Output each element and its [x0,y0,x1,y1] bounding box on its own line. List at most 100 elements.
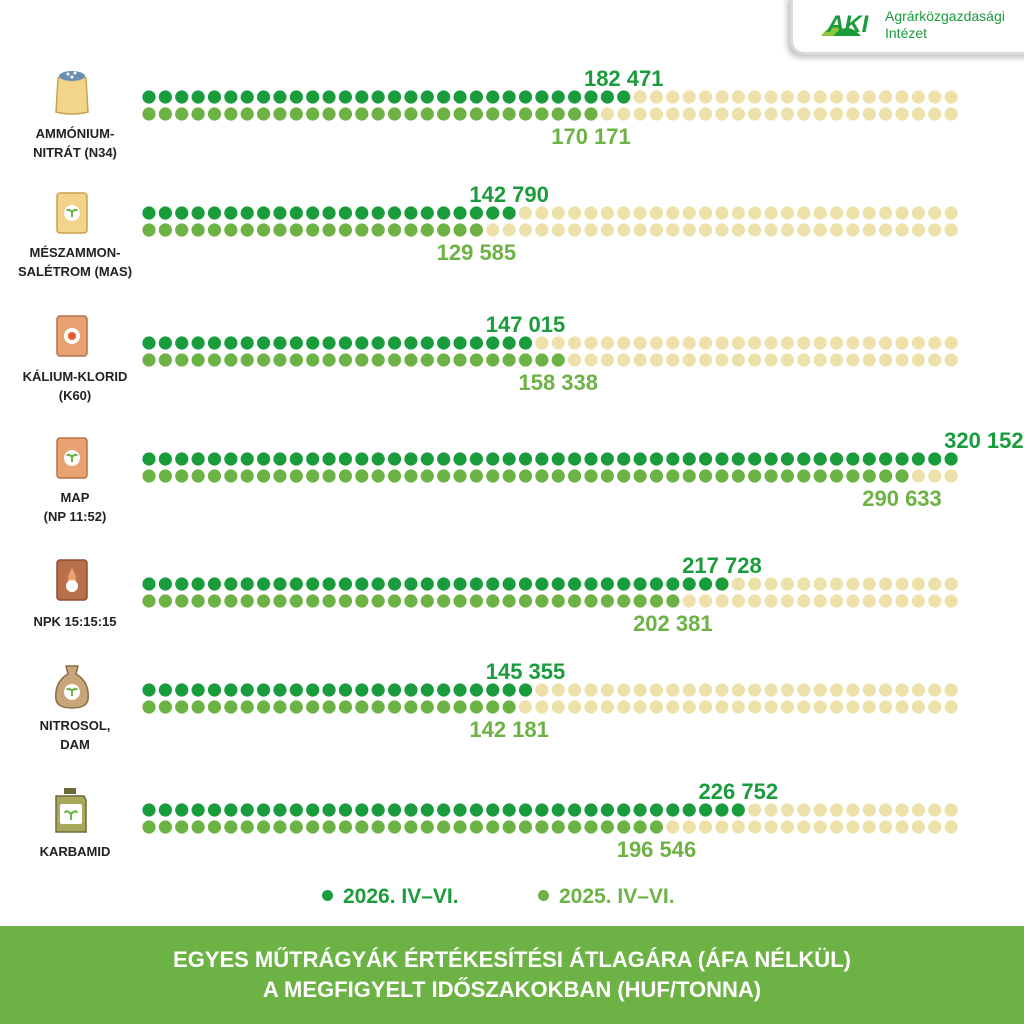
dot-empty [846,683,860,697]
dot-2026-filled [666,577,680,591]
dot-2026-filled [322,803,336,817]
dot-2025-filled [486,107,500,121]
dot-2025-filled [535,594,549,608]
dot-2026-filled [387,803,402,817]
dot-2026-filled [437,336,451,350]
dot-empty [764,90,778,104]
dot-2026-filled [256,90,271,104]
dot-2025-filled [584,107,598,121]
dot-2026-filled [469,452,483,466]
dot-empty [535,223,549,237]
dot-2026-filled [535,452,549,466]
dot-empty [649,336,664,350]
dot-2026-filled [584,803,598,817]
dot-2026-filled [698,577,713,591]
dot-empty [731,90,745,104]
dot-empty [829,803,844,817]
dot-2025-filled [371,107,385,121]
dot-empty [911,107,925,121]
dot-empty [731,577,745,591]
dot-2025-filled [289,594,303,608]
dot-2025-filled [175,820,189,834]
dot-2025-filled [633,469,647,483]
dot-empty [600,683,614,697]
dot-2026-filled [289,90,303,104]
dot-2025-filled [453,353,467,367]
dot-empty [928,336,942,350]
dot-empty [895,353,909,367]
dot-2026-filled [191,452,205,466]
dot-2026-filled [502,206,516,220]
dot-2026-filled [240,577,254,591]
dot-2026-filled [142,90,156,104]
dot-empty [600,107,614,121]
dot-empty [617,223,631,237]
dot-2026-filled [764,452,778,466]
dot-empty [682,700,696,714]
dot-empty [568,353,582,367]
dot-2025-filled [207,469,222,483]
dot-2026-filled [502,803,516,817]
dot-2025-filled [568,469,582,483]
dot-2025-filled [158,469,172,483]
dot-2026-filled [355,206,369,220]
dot-2026-filled [240,683,254,697]
dot-empty [895,803,909,817]
dot-empty [649,206,664,220]
dot-2026-filled [289,683,303,697]
dot-empty [813,594,827,608]
dot-empty [649,700,664,714]
dot-empty [829,336,844,350]
dot-2026-filled [846,452,860,466]
dot-empty [698,683,713,697]
dot-2025-filled [829,469,844,483]
dot-2025-filled [158,594,172,608]
dot-2025-filled [224,700,238,714]
dot-2026-filled [355,803,369,817]
dot-empty [617,107,631,121]
dot-2025-filled [387,107,402,121]
dot-empty [731,336,745,350]
dot-empty [780,107,795,121]
dot-2025-filled [371,594,385,608]
dot-empty [551,206,565,220]
dot-2025-filled [846,469,860,483]
dot-empty [928,223,942,237]
dot-2025-filled [420,820,434,834]
dot-empty [731,107,745,121]
dot-2026-filled [322,90,336,104]
dot-2026-filled [584,90,598,104]
dot-2025-filled [437,223,451,237]
dot-2025-filled [142,107,156,121]
dot-2026-filled [338,803,353,817]
dot-2026-filled [240,90,254,104]
dot-2026-filled [273,803,287,817]
dot-2025-filled [273,107,287,121]
dot-2026-filled [420,803,434,817]
dot-empty [764,353,778,367]
dot-empty [911,803,925,817]
dot-2026-filled [207,90,222,104]
dot-empty [715,353,729,367]
dot-empty [928,353,942,367]
dot-2025-filled [240,700,254,714]
dot-empty [829,594,844,608]
dot-2026-filled [142,803,156,817]
dot-empty [551,336,565,350]
dot-2026-filled [207,577,222,591]
dot-empty [748,90,762,104]
dot-empty [829,820,844,834]
dot-empty [682,336,696,350]
dot-2026-filled [371,336,385,350]
dot-empty [928,206,942,220]
dot-2026-filled [158,577,172,591]
dot-2026-filled [437,90,451,104]
dot-2026-filled [404,683,418,697]
dot-empty [748,336,762,350]
dot-2026-filled [224,90,238,104]
dot-2026-filled [256,577,271,591]
dot-2026-filled [175,206,189,220]
dot-2025-filled [469,469,483,483]
dot-2025-filled [158,107,172,121]
dot-2025-filled [387,469,402,483]
